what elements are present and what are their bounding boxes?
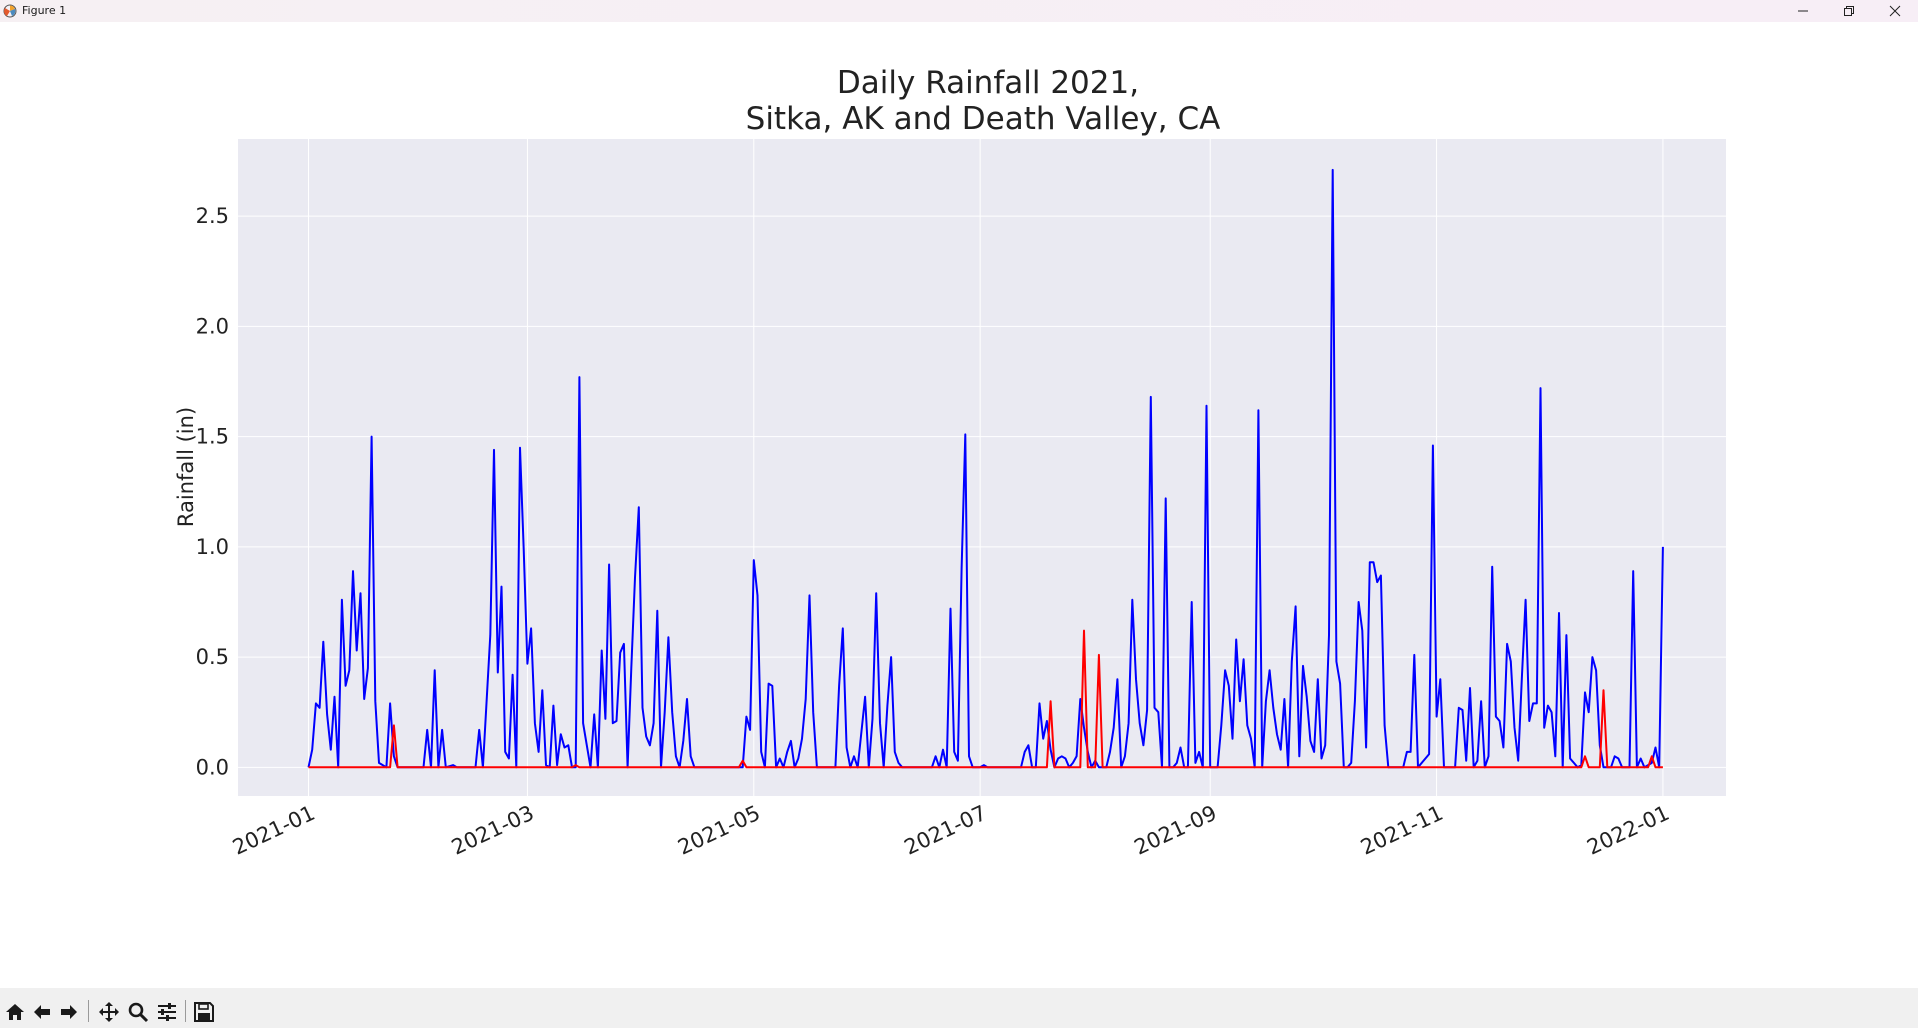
chart-title-line1: Daily Rainfall 2021,: [837, 65, 1139, 101]
chart-title-line2: Sitka, AK and Death Valley, CA: [746, 101, 1221, 137]
y-tick-label: 1.0: [196, 535, 229, 559]
navigation-toolbar: [0, 988, 1918, 1028]
window-title: Figure 1: [22, 4, 67, 17]
x-tick-label: 2021-07: [901, 801, 991, 860]
x-tick-label: 2021-03: [448, 801, 538, 860]
pan-button[interactable]: [97, 1000, 121, 1024]
y-tick-label: 2.5: [196, 204, 229, 228]
x-tick-label: 2021-09: [1131, 801, 1221, 860]
x-tick-label: 2021-05: [674, 801, 764, 860]
matplotlib-logo-icon: [3, 4, 17, 18]
zoom-icon: [128, 1002, 149, 1023]
rainfall-chart: Daily Rainfall 2021, Sitka, AK and Death…: [174, 65, 1726, 860]
y-tick-label: 0.5: [196, 645, 229, 669]
series-line-1: [307, 168, 1664, 769]
forward-button[interactable]: [57, 1000, 81, 1024]
configure-subplots-button[interactable]: [155, 1000, 179, 1024]
x-tick-label: 2021-11: [1357, 801, 1447, 860]
y-tick-label: 0.0: [196, 755, 229, 779]
save-icon: [194, 1002, 214, 1022]
close-button[interactable]: [1872, 0, 1918, 22]
toolbar-separator: [88, 1000, 89, 1022]
minimize-icon: [1798, 10, 1808, 12]
y-tick-label: 2.0: [196, 314, 229, 338]
zoom-button[interactable]: [126, 1000, 150, 1024]
back-button[interactable]: [30, 1000, 54, 1024]
minimize-button[interactable]: [1780, 0, 1826, 22]
back-icon: [34, 1005, 50, 1019]
restore-button[interactable]: [1826, 0, 1872, 22]
home-button[interactable]: [3, 1000, 27, 1024]
pan-icon: [99, 1002, 119, 1022]
y-axis-label: Rainfall (in): [174, 407, 198, 527]
close-icon: [1889, 5, 1901, 17]
toolbar-separator: [185, 1000, 186, 1022]
configure-subplots-icon: [158, 1003, 176, 1021]
x-tick-label: 2021-01: [229, 801, 319, 860]
y-tick-label: 1.5: [196, 425, 229, 449]
x-tick-label: 2022-01: [1583, 801, 1673, 860]
series-line-2: [308, 629, 1663, 769]
save-button[interactable]: [192, 1000, 216, 1024]
home-icon: [6, 1004, 24, 1020]
plot-area: [238, 139, 1726, 796]
restore-icon: [1844, 6, 1854, 16]
forward-icon: [61, 1005, 77, 1019]
window-titlebar: Figure 1: [0, 0, 1918, 22]
